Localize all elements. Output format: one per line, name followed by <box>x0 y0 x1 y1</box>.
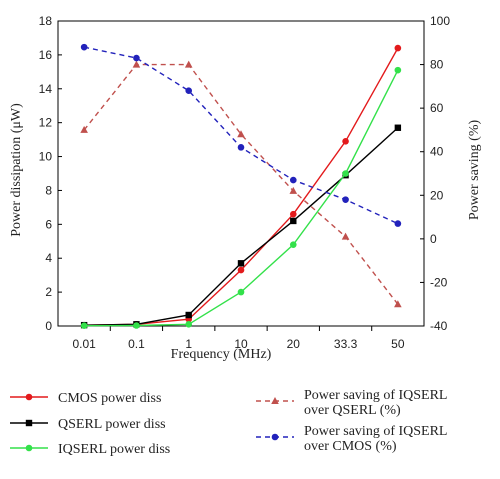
data-point <box>80 125 88 133</box>
data-point <box>342 196 349 203</box>
legend-item: CMOS power diss <box>10 391 161 406</box>
plot-frame <box>57 20 425 327</box>
legend-label: Power saving of IQSERL <box>304 388 448 403</box>
legend-label: over CMOS (%) <box>304 439 397 454</box>
data-point <box>289 210 297 218</box>
left-tick-label: 6 <box>45 217 52 231</box>
legend-swatch-marker <box>25 444 33 452</box>
left-tick-label: 2 <box>45 285 52 299</box>
x-axis-title: Frequency (MHz) <box>171 347 272 362</box>
series-line <box>84 69 399 327</box>
left-axis-title: Power dissipation (μW) <box>9 103 24 237</box>
data-point <box>289 176 297 184</box>
legend-swatch-marker <box>25 419 33 427</box>
data-point <box>394 124 402 131</box>
data-point <box>80 43 88 51</box>
left-tick-label: 12 <box>39 116 53 130</box>
right-tick-label: 100 <box>430 14 450 28</box>
left-tick-label: 18 <box>39 14 53 28</box>
legend-swatch-marker <box>271 433 279 441</box>
data-point <box>394 220 402 227</box>
left-tick-label: 4 <box>45 251 52 265</box>
right-tick-label: -40 <box>430 319 448 333</box>
data-point <box>237 260 245 267</box>
data-point <box>185 87 193 95</box>
data-point <box>185 311 192 319</box>
data-point <box>184 60 193 68</box>
series-line <box>84 47 399 326</box>
data-point <box>133 322 140 329</box>
right-tick-label: 80 <box>430 58 444 72</box>
x-tick-label: 1 <box>185 337 192 351</box>
data-point <box>289 186 298 194</box>
data-point <box>80 322 88 329</box>
legend-label: CMOS power diss <box>58 391 161 406</box>
data-point <box>185 321 193 328</box>
data-point <box>290 217 297 225</box>
data-point <box>394 44 402 52</box>
series-line <box>84 127 399 326</box>
data-point <box>289 241 297 248</box>
legend-label: QSERL power diss <box>58 417 166 432</box>
right-axis-title: Power saving (%) <box>467 120 482 221</box>
legend-label: IQSERL power diss <box>58 442 170 457</box>
data-point <box>132 60 141 68</box>
legend-item: QSERL power diss <box>10 417 166 432</box>
legend: CMOS power diss QSERL power diss IQSERL po… <box>10 388 448 457</box>
data-point <box>237 130 245 138</box>
data-point <box>342 138 349 145</box>
right-tick-label: -20 <box>430 275 448 289</box>
right-tick-label: 60 <box>430 101 444 115</box>
x-tick-label: 0.1 <box>128 337 145 351</box>
x-tick-label: 10 <box>234 337 248 351</box>
data-point <box>133 54 140 62</box>
left-tick-label: 0 <box>45 319 52 333</box>
data-point <box>341 232 350 240</box>
axes-group: 0 2 4 6 8 10 12 14 16 18 -40 -20 0 20 40 60 80 100 0.01 0.1… <box>39 14 451 351</box>
data-point <box>342 170 349 177</box>
legend-item: IQSERL power diss <box>10 442 170 457</box>
right-tick-label: 20 <box>430 188 444 202</box>
x-tick-label: 50 <box>391 337 405 351</box>
legend-swatch-marker <box>25 393 33 401</box>
data-point <box>237 288 245 296</box>
left-tick-label: 14 <box>39 82 53 96</box>
data-point <box>237 266 245 274</box>
right-tick-label: 40 <box>430 145 444 159</box>
left-tick-label: 10 <box>39 150 53 164</box>
left-tick-label: 16 <box>39 48 53 62</box>
legend-swatch-marker <box>271 397 279 404</box>
data-point <box>237 144 245 151</box>
left-tick-label: 8 <box>45 183 52 197</box>
legend-label: Power saving of IQSERL <box>304 424 448 439</box>
series-group <box>80 43 402 329</box>
right-tick-label: 0 <box>430 232 437 246</box>
data-point <box>394 66 402 74</box>
x-tick-label: 33.3 <box>334 337 358 351</box>
x-tick-label: 20 <box>287 337 301 351</box>
legend-label: over QSERL (%) <box>304 403 401 418</box>
data-point <box>394 300 402 308</box>
x-tick-label: 0.01 <box>72 337 96 351</box>
